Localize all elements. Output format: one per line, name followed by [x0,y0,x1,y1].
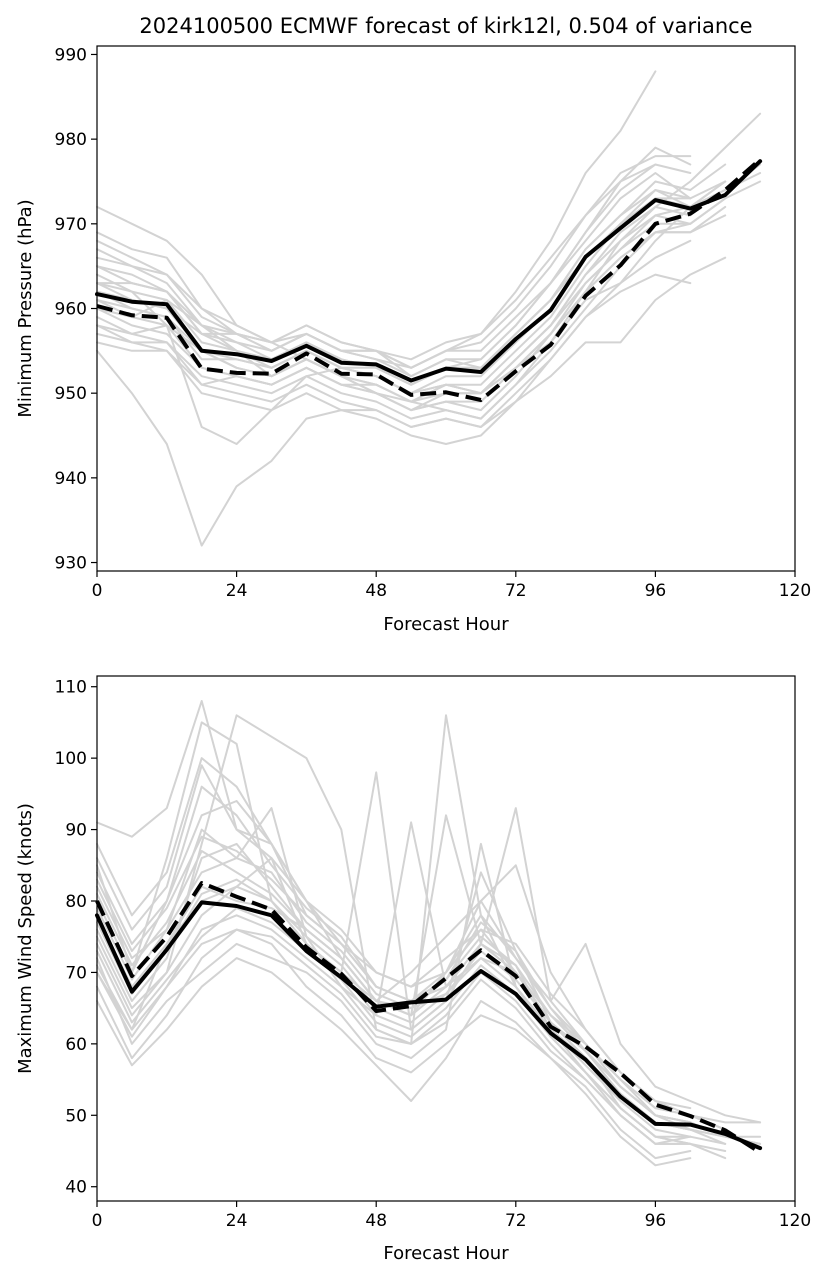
pressure-y-tick-label: 950 [55,384,87,404]
wind-x-tick-label: 0 [92,1211,103,1231]
pressure-x-tick-label: 24 [226,581,248,601]
wind-y-axis: 40 50 60 70 80 90 100 110 [55,678,97,1198]
wind-member-line-10 [96,928,692,1160]
wind-member-line-14 [96,828,692,1124]
wind-panel: 0 24 48 72 96 120 40 50 60 70 80 90 100 110 Forecast… [15,675,811,1264]
wind-y-tick-label: 110 [55,678,87,698]
wind-member-line-19 [96,957,692,1167]
wind-x-tick-label: 48 [365,1211,387,1231]
wind-x-axis-label: Forecast Hour [383,1243,509,1264]
pressure-x-tick-label: 0 [92,581,103,601]
pressure-member-line-19 [96,256,727,428]
wind-y-tick-label: 60 [65,1035,87,1055]
pressure-x-tick-label: 72 [505,581,527,601]
pressure-x-tick-label: 96 [645,581,667,601]
wind-y-tick-label: 90 [65,821,87,841]
wind-member-line-17 [96,907,727,1145]
pressure-y-tick-label: 960 [55,300,87,320]
pressure-member-line-18 [96,163,657,378]
wind-member-line-23 [96,835,762,1124]
wind-solid-line [95,900,763,1151]
pressure-panel: 0 24 48 72 96 120 930 940 950 960 970 980 990 Forec… [15,45,811,635]
wind-y-tick-label: 40 [65,1178,87,1198]
pressure-x-axis: 0 24 48 72 96 120 [92,571,811,601]
pressure-y-axis-label: Minimum Pressure (hPa) [15,199,36,417]
pressure-x-tick-label: 48 [365,581,387,601]
wind-dashed-line [95,881,762,1155]
pressure-y-axis: 930 940 950 960 970 980 990 [55,45,97,574]
pressure-member-line-21 [96,163,692,361]
pressure-y-tick-label: 980 [55,130,87,150]
pressure-y-tick-label: 990 [55,45,87,65]
wind-plot-frame [96,675,796,1202]
pressure-summary-lines [95,157,763,402]
wind-y-tick-label: 100 [55,749,87,769]
wind-x-tick-label: 72 [505,1211,527,1231]
wind-y-tick-label: 80 [65,892,87,912]
pressure-y-tick-label: 930 [55,554,87,574]
pressure-member-line-14 [96,155,692,369]
pressure-member-lines [96,70,762,547]
wind-member-line-22 [96,928,692,1145]
wind-summary-lines [95,881,763,1155]
pressure-y-tick-label: 940 [55,469,87,489]
chart-title: 2024100500 ECMWF forecast of kirk12l, 0.… [139,14,752,38]
pressure-x-axis-label: Forecast Hour [383,614,509,635]
pressure-solid-line [95,159,763,383]
wind-x-tick-label: 120 [779,1211,811,1231]
pressure-dashed-line [96,157,762,402]
pressure-member-line-23 [96,189,692,386]
wind-y-tick-label: 70 [65,963,87,983]
wind-x-axis: 0 24 48 72 96 120 [92,1201,811,1231]
pressure-y-tick-label: 970 [55,215,87,235]
wind-y-tick-label: 50 [65,1106,87,1126]
wind-y-axis-label: Maximum Wind Speed (knots) [15,803,36,1074]
wind-x-tick-label: 96 [645,1211,667,1231]
wind-x-tick-label: 24 [226,1211,248,1231]
pressure-x-tick-label: 120 [779,581,811,601]
